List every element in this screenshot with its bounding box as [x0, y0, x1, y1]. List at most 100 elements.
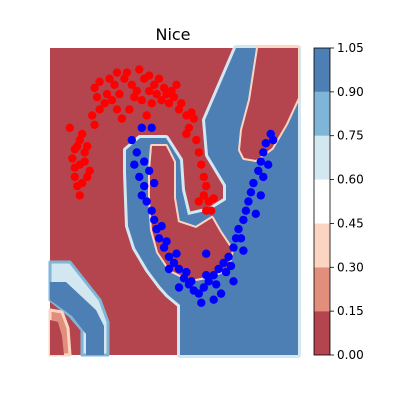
scatter-points	[65, 65, 278, 307]
red-point	[137, 96, 146, 105]
red-point	[159, 83, 169, 93]
blue-point	[229, 243, 238, 252]
colorbar-band	[314, 179, 330, 224]
blue-point	[229, 277, 238, 286]
red-point	[145, 71, 154, 80]
red-point	[122, 68, 132, 77]
blue-point	[174, 283, 184, 292]
blue-point	[254, 166, 263, 175]
red-point	[78, 178, 87, 188]
red-point	[130, 92, 139, 102]
red-point	[172, 80, 181, 90]
colorbar-tick-label: 0.00	[337, 348, 364, 362]
blue-point	[239, 246, 248, 255]
decision-region-blue-stripe	[50, 282, 104, 355]
red-point	[112, 68, 122, 77]
blue-point	[130, 160, 139, 169]
colorbar-tick-label: 0.60	[337, 173, 364, 187]
blue-point	[214, 264, 223, 274]
blue-point	[216, 289, 226, 298]
blue-point	[132, 148, 141, 157]
blue-point	[234, 224, 243, 234]
blue-point	[212, 280, 221, 289]
blue-point	[224, 252, 233, 261]
blue-point	[202, 249, 211, 258]
blue-point	[135, 172, 144, 182]
chart-title: Nice	[155, 25, 190, 44]
colorbar-band	[314, 135, 330, 180]
blue-point	[150, 178, 159, 188]
blue-point	[147, 123, 156, 132]
blue-point	[266, 129, 275, 139]
red-point	[83, 142, 92, 151]
blue-point	[221, 267, 231, 277]
red-point	[194, 148, 203, 157]
red-point	[80, 157, 89, 166]
blue-point	[209, 271, 218, 280]
red-point	[73, 142, 82, 151]
colorbar-band	[314, 267, 330, 312]
red-point	[115, 89, 124, 99]
blue-point	[194, 289, 203, 298]
blue-point	[174, 264, 184, 274]
blue-point	[140, 181, 149, 191]
red-point	[167, 86, 176, 96]
colorbar-tick-label: 0.90	[337, 85, 364, 99]
blue-point	[261, 139, 270, 148]
blue-point	[259, 172, 268, 182]
colorbar-band	[314, 91, 330, 136]
blue-point	[169, 258, 179, 268]
colorbar-band	[314, 48, 330, 92]
blue-point	[259, 148, 268, 157]
blue-point	[197, 298, 206, 307]
blue-point	[172, 249, 181, 258]
red-point	[164, 99, 174, 108]
blue-point	[140, 157, 149, 166]
red-point	[152, 89, 161, 99]
blue-point	[246, 188, 256, 197]
blue-point	[157, 221, 166, 231]
blue-point	[137, 123, 146, 132]
blue-point	[182, 267, 191, 277]
red-point	[107, 96, 117, 105]
colorbar-tick-label: 0.30	[337, 260, 364, 274]
red-point	[154, 74, 164, 83]
red-point	[112, 105, 122, 114]
red-point	[65, 123, 75, 132]
blue-point	[164, 252, 174, 261]
red-point	[95, 105, 104, 114]
red-point	[189, 114, 198, 123]
blue-point	[202, 271, 211, 280]
red-point	[145, 86, 154, 96]
red-point	[75, 191, 85, 200]
red-point	[199, 191, 208, 200]
red-point	[125, 105, 134, 114]
red-point	[70, 172, 80, 182]
red-point	[182, 129, 191, 139]
red-point	[192, 135, 201, 145]
blue-point	[154, 234, 164, 243]
decision-region-red-corner	[50, 320, 64, 355]
colorbar-band	[314, 223, 330, 268]
red-point	[202, 206, 211, 215]
blue-point	[145, 166, 154, 175]
blue-point	[162, 237, 171, 246]
red-point	[68, 154, 77, 163]
red-point	[147, 99, 156, 108]
red-point	[209, 194, 218, 203]
blue-point	[264, 160, 273, 169]
colorbar-frame	[313, 47, 331, 356]
blue-point	[256, 157, 265, 166]
red-point	[78, 129, 87, 139]
blue-point	[187, 277, 196, 286]
blue-point	[209, 295, 218, 304]
blue-point	[199, 283, 208, 292]
red-point	[83, 172, 92, 182]
red-point	[197, 160, 206, 169]
blue-point	[164, 264, 174, 274]
red-point	[90, 83, 99, 93]
blue-point	[256, 191, 265, 200]
red-point	[194, 197, 203, 206]
red-point	[127, 80, 136, 90]
